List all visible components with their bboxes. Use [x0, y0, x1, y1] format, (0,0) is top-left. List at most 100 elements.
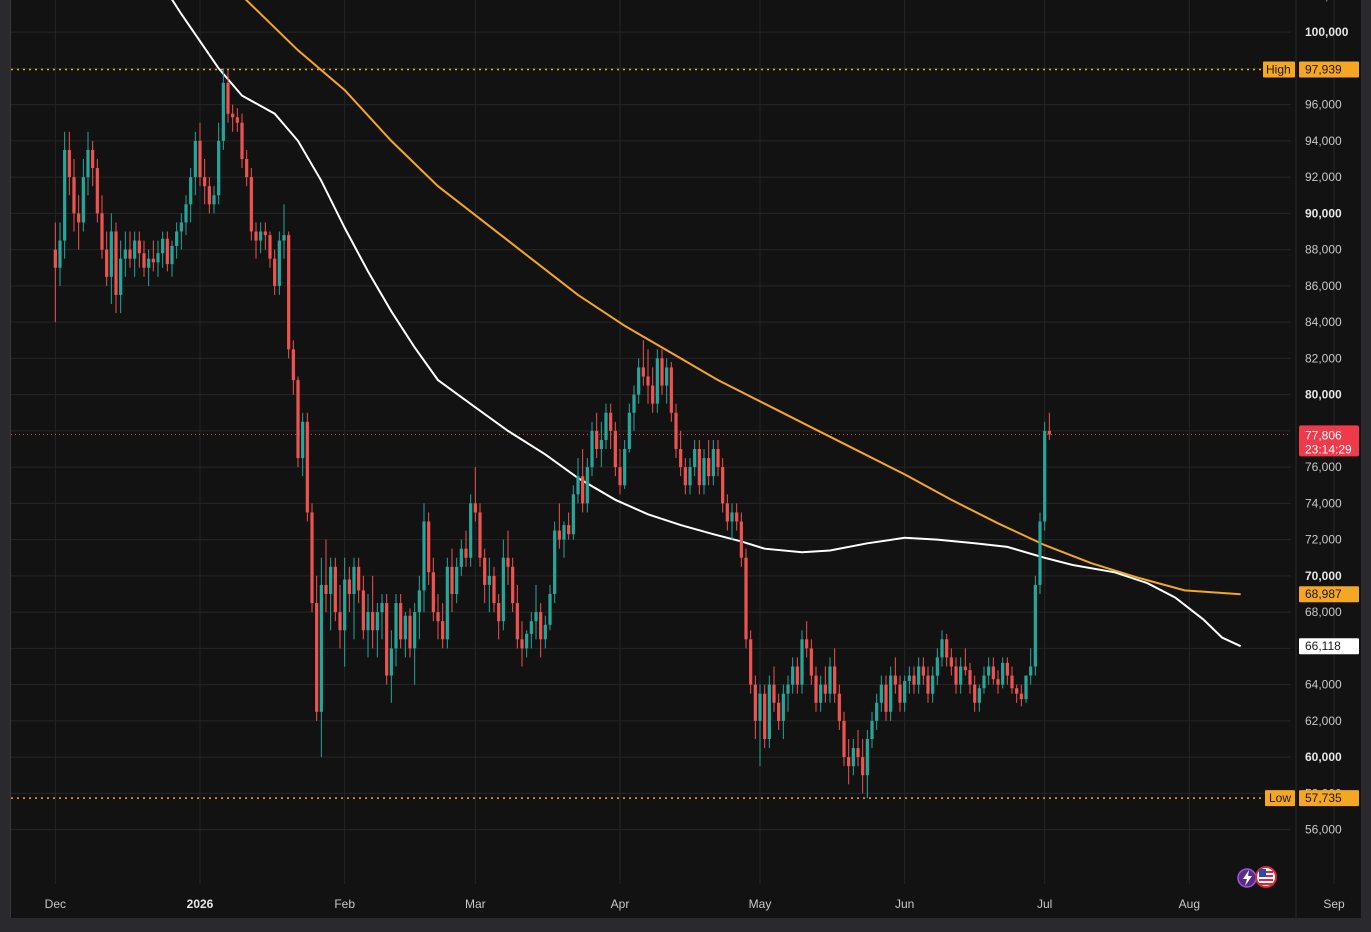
candle: [599, 421, 603, 468]
candle-body: [268, 235, 272, 259]
candle-body: [147, 258, 151, 268]
candle-body: [702, 458, 706, 486]
price-chart[interactable]: 56,00058,00060,00062,00064,00066,00068,0…: [11, 0, 1361, 918]
candle: [53, 222, 57, 323]
y-tick-label: 96,000: [1305, 98, 1342, 112]
candle-body: [711, 449, 715, 477]
candle: [511, 557, 515, 613]
candle-body: [422, 521, 426, 591]
candle-body: [315, 603, 319, 712]
candle: [123, 231, 127, 277]
candle-body: [249, 177, 253, 232]
candle-body: [310, 512, 314, 604]
y-tick-label: 94,000: [1305, 134, 1342, 148]
candle: [389, 630, 393, 703]
candle: [576, 458, 580, 504]
candle-body: [781, 693, 785, 721]
candle: [198, 122, 202, 187]
candle-body: [725, 503, 729, 522]
candle-body: [618, 467, 622, 486]
candle-body: [53, 249, 57, 268]
candle-body: [665, 367, 669, 386]
candle-body: [95, 168, 99, 214]
candle-body: [959, 666, 963, 685]
candlesticks: [53, 68, 1051, 799]
candle: [949, 648, 953, 676]
lightning-icon[interactable]: [1237, 868, 1257, 888]
candle-body: [520, 639, 524, 649]
candle: [721, 458, 725, 513]
candle: [450, 548, 454, 613]
candle-body: [903, 681, 907, 703]
candle: [1029, 648, 1033, 685]
candle: [361, 575, 365, 640]
candle-body: [1029, 666, 1033, 676]
candle-body: [1010, 675, 1014, 689]
candle: [394, 594, 398, 667]
candle-body: [492, 575, 496, 604]
candle: [469, 494, 473, 567]
candle: [688, 458, 692, 495]
candle-body: [81, 177, 85, 223]
candle-body: [1047, 430, 1051, 435]
candle-body: [198, 140, 202, 178]
candle: [968, 662, 972, 694]
candle-body: [137, 240, 141, 254]
y-axis[interactable]: 56,00058,00060,00062,00064,00066,00068,0…: [1305, 0, 1349, 837]
candle: [767, 675, 771, 749]
candle-body: [949, 657, 953, 667]
candle-body: [655, 358, 659, 404]
low-label: Low: [1269, 791, 1291, 805]
event-flags[interactable]: [1237, 866, 1277, 888]
x-tick-label: Dec: [45, 897, 66, 911]
candle: [837, 684, 841, 730]
chart-panel[interactable]: 56,00058,00060,00062,00064,00066,00068,0…: [10, 0, 1361, 918]
x-axis[interactable]: Dec 2026 Feb Mar Apr May Jun Jul Aug Sep: [45, 897, 1345, 911]
candle-body: [917, 666, 921, 685]
candle-body: [380, 603, 384, 613]
candle: [585, 458, 589, 513]
candle-body: [207, 186, 211, 205]
candle-body: [688, 467, 692, 486]
candle: [907, 666, 911, 694]
candle: [142, 240, 146, 277]
candle: [357, 557, 361, 604]
candle-body: [842, 720, 846, 758]
y-tick-label: 80,000: [1305, 388, 1342, 402]
candle-body: [851, 748, 855, 767]
us-flag-icon[interactable]: [1255, 866, 1277, 888]
candle: [814, 666, 818, 712]
candle: [651, 367, 655, 413]
candle-body: [921, 666, 925, 676]
candle: [665, 358, 669, 404]
candle: [91, 140, 95, 187]
candle: [268, 231, 272, 268]
candle-body: [599, 439, 603, 449]
candle: [739, 512, 743, 567]
candle: [305, 412, 309, 522]
candle: [627, 403, 631, 453]
candle-body: [539, 612, 543, 640]
candle: [431, 557, 435, 622]
candle-body: [767, 684, 771, 739]
candle: [702, 449, 706, 495]
candle-body: [646, 376, 650, 386]
candle: [487, 557, 491, 613]
x-tick-label: Sep: [1323, 897, 1345, 911]
candle-body: [707, 458, 711, 477]
candle-body: [833, 666, 837, 694]
candle-body: [987, 666, 991, 676]
y-tick-label: 88,000: [1305, 243, 1342, 257]
candle: [100, 195, 104, 259]
candle-body: [1033, 584, 1037, 667]
candle: [1015, 684, 1019, 703]
candle: [291, 340, 295, 395]
x-tick-label: Jul: [1037, 897, 1052, 911]
candle: [413, 603, 417, 685]
candle: [833, 648, 837, 703]
candle-body: [123, 249, 127, 259]
candle-body: [1024, 675, 1028, 700]
candle: [497, 594, 501, 640]
candle: [735, 503, 739, 531]
